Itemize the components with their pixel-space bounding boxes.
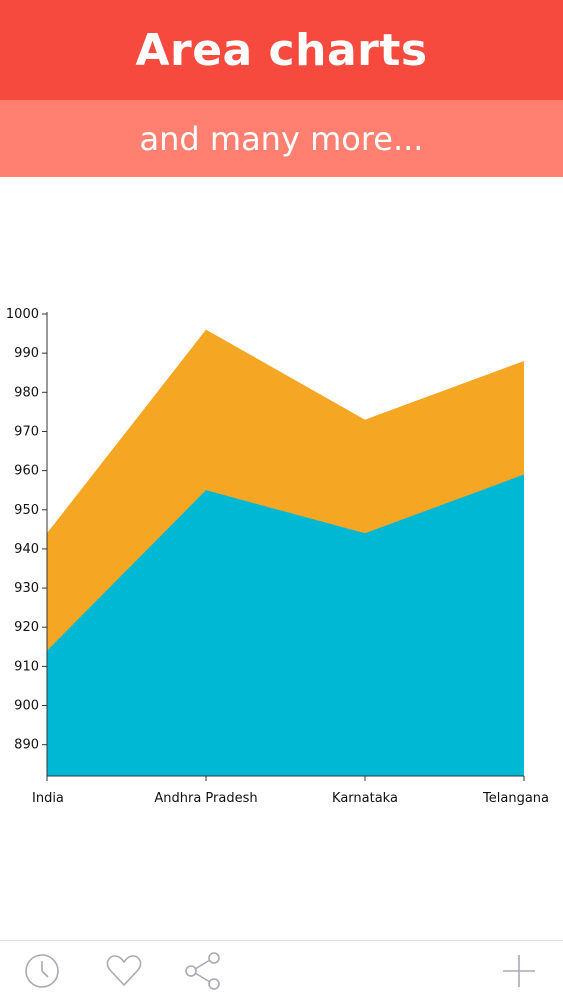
x-category-label: Karnataka xyxy=(332,791,398,806)
y-tick-label: 1000 xyxy=(6,307,39,322)
y-tick-label: 990 xyxy=(14,346,39,361)
y-tick-label: 910 xyxy=(14,659,39,674)
area-chart-svg: 890 900 910 920 930 940 950 960 970 980 990 1000 Ind… xyxy=(6,307,549,806)
page-title: Area charts xyxy=(135,24,428,76)
y-tick-label: 930 xyxy=(14,581,39,596)
x-category-label: India xyxy=(32,791,64,806)
y-tick-label: 940 xyxy=(14,542,39,557)
y-tick-label: 900 xyxy=(14,699,39,714)
area-chart: 890 900 910 920 930 940 950 960 970 980 990 1000 Ind… xyxy=(0,290,563,830)
area-series-1 xyxy=(47,474,524,776)
x-category-label: Telangana xyxy=(482,791,549,806)
header-banner: Area charts xyxy=(0,0,563,100)
y-tick-label: 970 xyxy=(14,424,39,439)
y-tick-label: 960 xyxy=(14,464,39,479)
subheader-banner: and many more... xyxy=(0,100,563,177)
x-category-label: Andhra Pradesh xyxy=(154,791,257,806)
y-tick-label: 890 xyxy=(14,738,39,753)
heart-icon[interactable] xyxy=(104,951,144,991)
page-subtitle: and many more... xyxy=(139,119,424,158)
y-tick-label: 980 xyxy=(14,385,39,400)
plus-icon[interactable] xyxy=(499,951,539,991)
clock-icon[interactable] xyxy=(22,951,62,991)
y-tick-label: 920 xyxy=(14,620,39,635)
bottom-toolbar xyxy=(0,940,563,1001)
share-icon[interactable] xyxy=(182,951,222,991)
y-tick-label: 950 xyxy=(14,503,39,518)
